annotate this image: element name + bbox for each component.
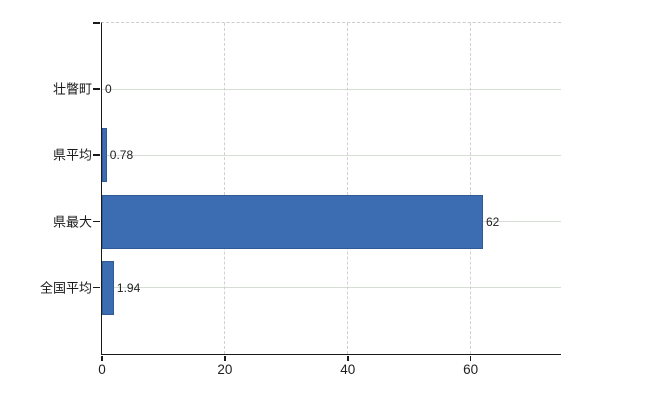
x-axis-tick bbox=[347, 355, 349, 361]
bar bbox=[102, 260, 114, 315]
category-label: 全国平均 bbox=[39, 280, 92, 296]
v-gridline bbox=[224, 23, 226, 354]
h-gridline bbox=[102, 154, 561, 156]
x-tick-label: 60 bbox=[463, 362, 479, 377]
x-tick-label: 0 bbox=[98, 362, 106, 377]
x-axis-tick bbox=[101, 355, 103, 361]
x-tick-label: 20 bbox=[217, 362, 233, 377]
x-tick-label: 40 bbox=[340, 362, 356, 377]
bar bbox=[102, 128, 107, 183]
x-axis-tick bbox=[224, 355, 226, 361]
y-axis-tick bbox=[93, 22, 100, 24]
value-label: 1.94 bbox=[116, 280, 141, 295]
y-axis-tick bbox=[93, 286, 100, 289]
y-axis-tick bbox=[93, 220, 100, 223]
h-gridline bbox=[102, 287, 561, 289]
x-axis-tick bbox=[469, 355, 472, 361]
bar bbox=[102, 194, 483, 249]
y-axis-tick bbox=[93, 154, 100, 156]
v-gridline bbox=[347, 23, 349, 354]
value-label: 0 bbox=[105, 82, 112, 97]
category-label: 壮瞥町 bbox=[52, 81, 92, 97]
plot-area: 0 20 40 60 0 壮瞥町 0.78 県平均 62 県最大 1.94 全国平均 bbox=[40, 22, 561, 376]
value-label: 62 bbox=[485, 214, 500, 229]
category-label: 県平均 bbox=[52, 147, 92, 163]
category-label: 県最大 bbox=[52, 214, 92, 230]
v-gridline bbox=[470, 23, 472, 354]
y-axis-tick bbox=[93, 88, 100, 90]
value-label: 0.78 bbox=[109, 148, 134, 163]
h-gridline bbox=[102, 88, 561, 90]
